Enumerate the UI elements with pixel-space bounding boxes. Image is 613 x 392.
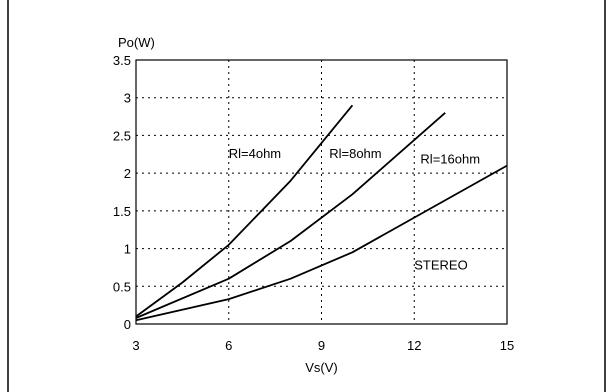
y-tick-label: 2.5 — [113, 128, 131, 143]
y-tick-label: 0.5 — [113, 279, 131, 294]
y-tick-label: 3.5 — [113, 53, 131, 68]
y-axis-label: Po(W) — [118, 35, 155, 50]
outer-border — [7, 0, 606, 392]
x-tick-label: 9 — [318, 338, 325, 353]
x-tick-label: 15 — [500, 338, 514, 353]
y-tick-label: 1.5 — [113, 204, 131, 219]
y-tick-label: 3 — [124, 91, 131, 106]
series-line-rl-16ohm — [135, 164, 508, 322]
x-tick-label: 3 — [132, 338, 139, 353]
x-tick-labels: 3 6 9 12 15 — [132, 338, 514, 353]
annotation-label: Rl=4ohm — [229, 146, 281, 161]
y-tick-label: 0 — [124, 317, 131, 332]
grid — [136, 60, 507, 324]
series-line-rl-4ohm — [135, 104, 354, 318]
annotations: Rl=4ohm Rl=8ohm Rl=16ohm STEREO — [229, 146, 480, 273]
annotation-label: Rl=8ohm — [329, 146, 381, 161]
series-line-rl-8ohm — [135, 112, 446, 319]
y-tick-label: 2 — [124, 166, 131, 181]
x-tick-label: 12 — [407, 338, 421, 353]
series-lines — [135, 104, 508, 322]
annotation-label: Rl=16ohm — [420, 151, 480, 166]
x-tick-label: 6 — [225, 338, 232, 353]
y-tick-labels: 0 0.5 1 1.5 2 2.5 3 3.5 — [113, 53, 131, 332]
x-axis-label: Vs(V) — [305, 360, 338, 375]
y-tick-label: 1 — [124, 242, 131, 257]
annotation-label: STEREO — [414, 258, 467, 273]
